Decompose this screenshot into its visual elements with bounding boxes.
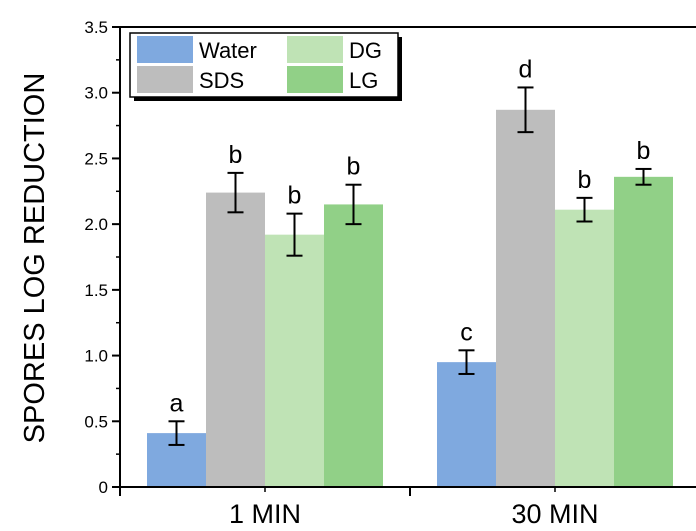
y-tick-label: 2.0 bbox=[84, 215, 108, 234]
y-tick-label: 3.5 bbox=[84, 18, 108, 37]
significance-label: a bbox=[170, 389, 184, 417]
legend-label-dg: DG bbox=[349, 38, 382, 63]
y-tick-label: 0.5 bbox=[84, 412, 108, 431]
axes-layer: 0 0.5 1.0 1.5 2.0 2.5 3.0 3.5 1 MIN 30 MIN bbox=[84, 18, 696, 529]
y-tick-label: 2.5 bbox=[84, 149, 108, 168]
legend-swatch-dg bbox=[287, 36, 343, 63]
bar-sds-30-min bbox=[496, 109, 555, 488]
error-bars-layer bbox=[168, 86, 652, 446]
significance-label: b bbox=[288, 182, 302, 210]
significance-label: b bbox=[637, 137, 651, 165]
y-tick-label: 0 bbox=[99, 478, 108, 497]
legend-swatch-lg bbox=[287, 66, 343, 93]
significance-labels-layer: a c b d b b b b bbox=[170, 55, 651, 417]
bar-water-30-min bbox=[437, 362, 496, 487]
legend-label-sds: SDS bbox=[199, 68, 244, 93]
bar-sds-1-min bbox=[206, 192, 265, 487]
y-tick-label: 1.5 bbox=[84, 281, 108, 300]
significance-label: b bbox=[229, 141, 243, 169]
bar-lg-30-min bbox=[614, 176, 673, 488]
bar-dg-30-min bbox=[555, 209, 614, 487]
bar-dg-1-min bbox=[265, 234, 324, 487]
significance-label: d bbox=[519, 55, 533, 83]
significance-label: c bbox=[460, 318, 473, 346]
legend-label-water: Water bbox=[199, 38, 257, 63]
y-tick-label: 1.0 bbox=[84, 347, 108, 366]
legend-swatch-sds bbox=[137, 66, 193, 93]
x-tick-label: 30 MIN bbox=[511, 499, 598, 529]
legend: Water DG SDS LG bbox=[129, 32, 402, 101]
bars-layer bbox=[147, 109, 673, 488]
x-tick-label: 1 MIN bbox=[229, 499, 301, 529]
bar-lg-1-min bbox=[324, 204, 383, 487]
significance-label: b bbox=[347, 153, 361, 181]
significance-label: b bbox=[578, 166, 592, 194]
legend-label-lg: LG bbox=[349, 68, 378, 93]
legend-swatch-water bbox=[137, 36, 193, 63]
y-tick-label: 3.0 bbox=[84, 84, 108, 103]
y-axis-title: SPORES LOG REDUCTION bbox=[19, 73, 51, 444]
